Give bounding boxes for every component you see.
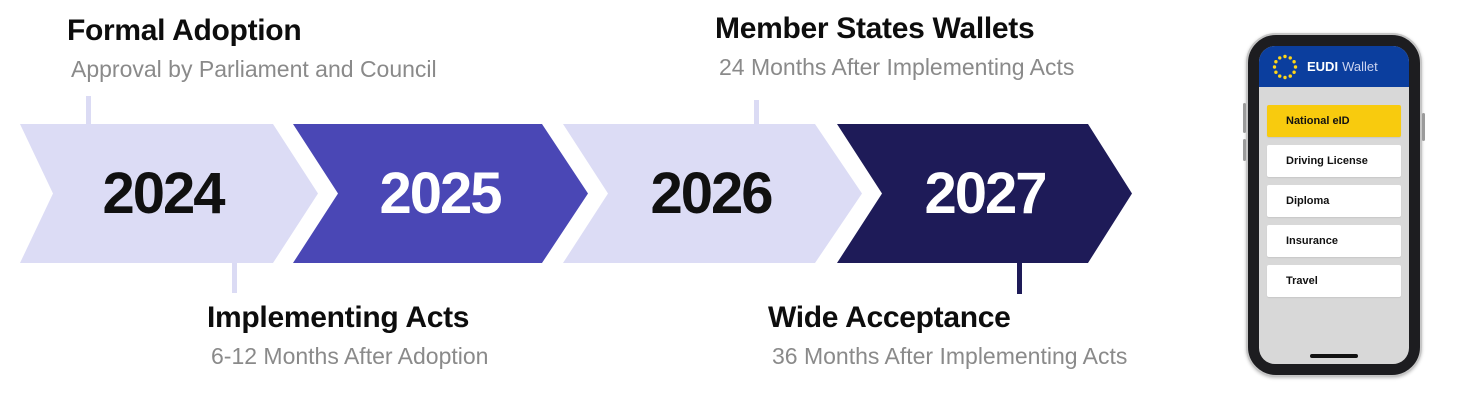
phone-mockup: EUDI Wallet National eID Driving License …	[1243, 33, 1425, 377]
credential-card-diploma: Diploma	[1267, 185, 1401, 217]
credential-card-national-eid: National eID	[1267, 105, 1401, 137]
milestone-title: Formal Adoption	[67, 14, 302, 47]
phone-volume-up-button	[1243, 103, 1246, 133]
chevron-2025	[293, 124, 588, 263]
chevron-2026	[563, 124, 862, 263]
milestone-subtitle: 24 Months After Implementing Acts	[719, 54, 1075, 80]
milestone-title: Implementing Acts	[207, 301, 470, 334]
app-title-light: Wallet	[1342, 59, 1378, 74]
connector-formal-adoption	[86, 96, 91, 125]
connector-implementing-acts	[232, 262, 237, 293]
year-label-2026: 2026	[650, 161, 773, 226]
app-title-bold: EUDI	[1307, 59, 1339, 74]
milestone-title: Member States Wallets	[715, 12, 1035, 45]
home-indicator	[1310, 354, 1358, 358]
credential-card-insurance: Insurance	[1267, 225, 1401, 257]
milestone-implementing-acts: Implementing Acts 6-12 Months After Adop…	[207, 301, 488, 369]
milestone-subtitle: Approval by Parliament and Council	[71, 56, 437, 82]
milestone-subtitle: 36 Months After Implementing Acts	[772, 343, 1128, 369]
phone-volume-down-button	[1243, 139, 1246, 161]
app-header: EUDI Wallet	[1259, 46, 1409, 87]
milestone-subtitle: 6-12 Months After Adoption	[211, 343, 489, 369]
eu-stars-icon	[1272, 54, 1298, 79]
chevron-2027	[837, 124, 1132, 263]
credential-card-travel: Travel	[1267, 265, 1401, 297]
credential-card-driving-license: Driving License	[1267, 145, 1401, 177]
milestone-title: Wide Acceptance	[768, 301, 1011, 334]
connector-wide-acceptance	[1017, 262, 1022, 294]
phone-screen: EUDI Wallet National eID Driving License …	[1259, 46, 1409, 364]
milestone-member-states-wallets: Member States Wallets 24 Months After Im…	[715, 12, 1074, 80]
year-label-2025: 2025	[379, 161, 502, 226]
credential-list: National eID Driving License Diploma Ins…	[1259, 87, 1409, 297]
milestone-formal-adoption: Formal Adoption Approval by Parliament a…	[67, 14, 437, 82]
timeline-arrow-band	[20, 124, 1132, 263]
phone-power-button	[1422, 113, 1425, 141]
milestone-wide-acceptance: Wide Acceptance 36 Months After Implemen…	[768, 301, 1127, 369]
connector-member-states	[754, 100, 759, 125]
year-label-2027: 2027	[924, 161, 1047, 226]
app-title: EUDI Wallet	[1307, 59, 1378, 74]
chevron-2024	[20, 124, 318, 263]
year-label-2024: 2024	[102, 161, 225, 226]
